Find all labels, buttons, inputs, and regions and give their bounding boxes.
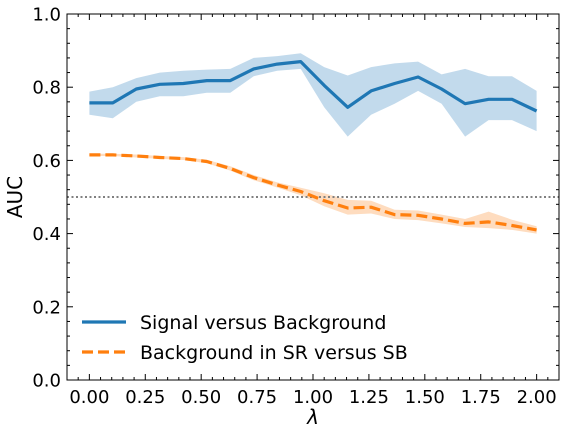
x-tick-label: 1.25 bbox=[349, 387, 389, 408]
x-tick-label: 2.00 bbox=[517, 387, 557, 408]
x-tick-label: 0.25 bbox=[125, 387, 165, 408]
uncertainty-bands bbox=[89, 53, 537, 234]
y-tick-label: 1.0 bbox=[32, 5, 61, 26]
band-signal bbox=[89, 53, 537, 137]
x-tick-label: 1.00 bbox=[293, 387, 333, 408]
x-tick-labels: 0.00 0.25 0.50 0.75 1.00 1.25 1.50 1.75 2.00 bbox=[69, 387, 556, 408]
x-tick-label: 0.50 bbox=[181, 387, 221, 408]
line-background bbox=[89, 153, 537, 232]
x-tick-label: 0.00 bbox=[69, 387, 109, 408]
band-background bbox=[89, 153, 537, 234]
y-tick-label: 0.2 bbox=[32, 297, 61, 318]
legend: Signal versus Background Background in S… bbox=[82, 312, 408, 364]
x-tick-label: 1.50 bbox=[405, 387, 445, 408]
y-tick-labels: 0.0 0.2 0.4 0.6 0.8 1.0 bbox=[32, 5, 61, 392]
x-axis-label: λ bbox=[306, 405, 319, 429]
y-tick-label: 0.8 bbox=[32, 78, 61, 99]
y-tick-label: 0.0 bbox=[32, 371, 61, 392]
y-tick-label: 0.6 bbox=[32, 151, 61, 172]
line-signal bbox=[89, 59, 538, 113]
x-tick-label: 0.75 bbox=[237, 387, 277, 408]
legend-label-signal: Signal versus Background bbox=[140, 312, 386, 334]
y-tick-label: 0.4 bbox=[32, 224, 61, 245]
y-axis-label: AUC bbox=[3, 176, 27, 218]
axis-ticks bbox=[67, 13, 559, 381]
legend-label-background: Background in SR versus SB bbox=[140, 342, 408, 364]
x-tick-label: 1.75 bbox=[461, 387, 501, 408]
series-lines bbox=[89, 59, 538, 232]
